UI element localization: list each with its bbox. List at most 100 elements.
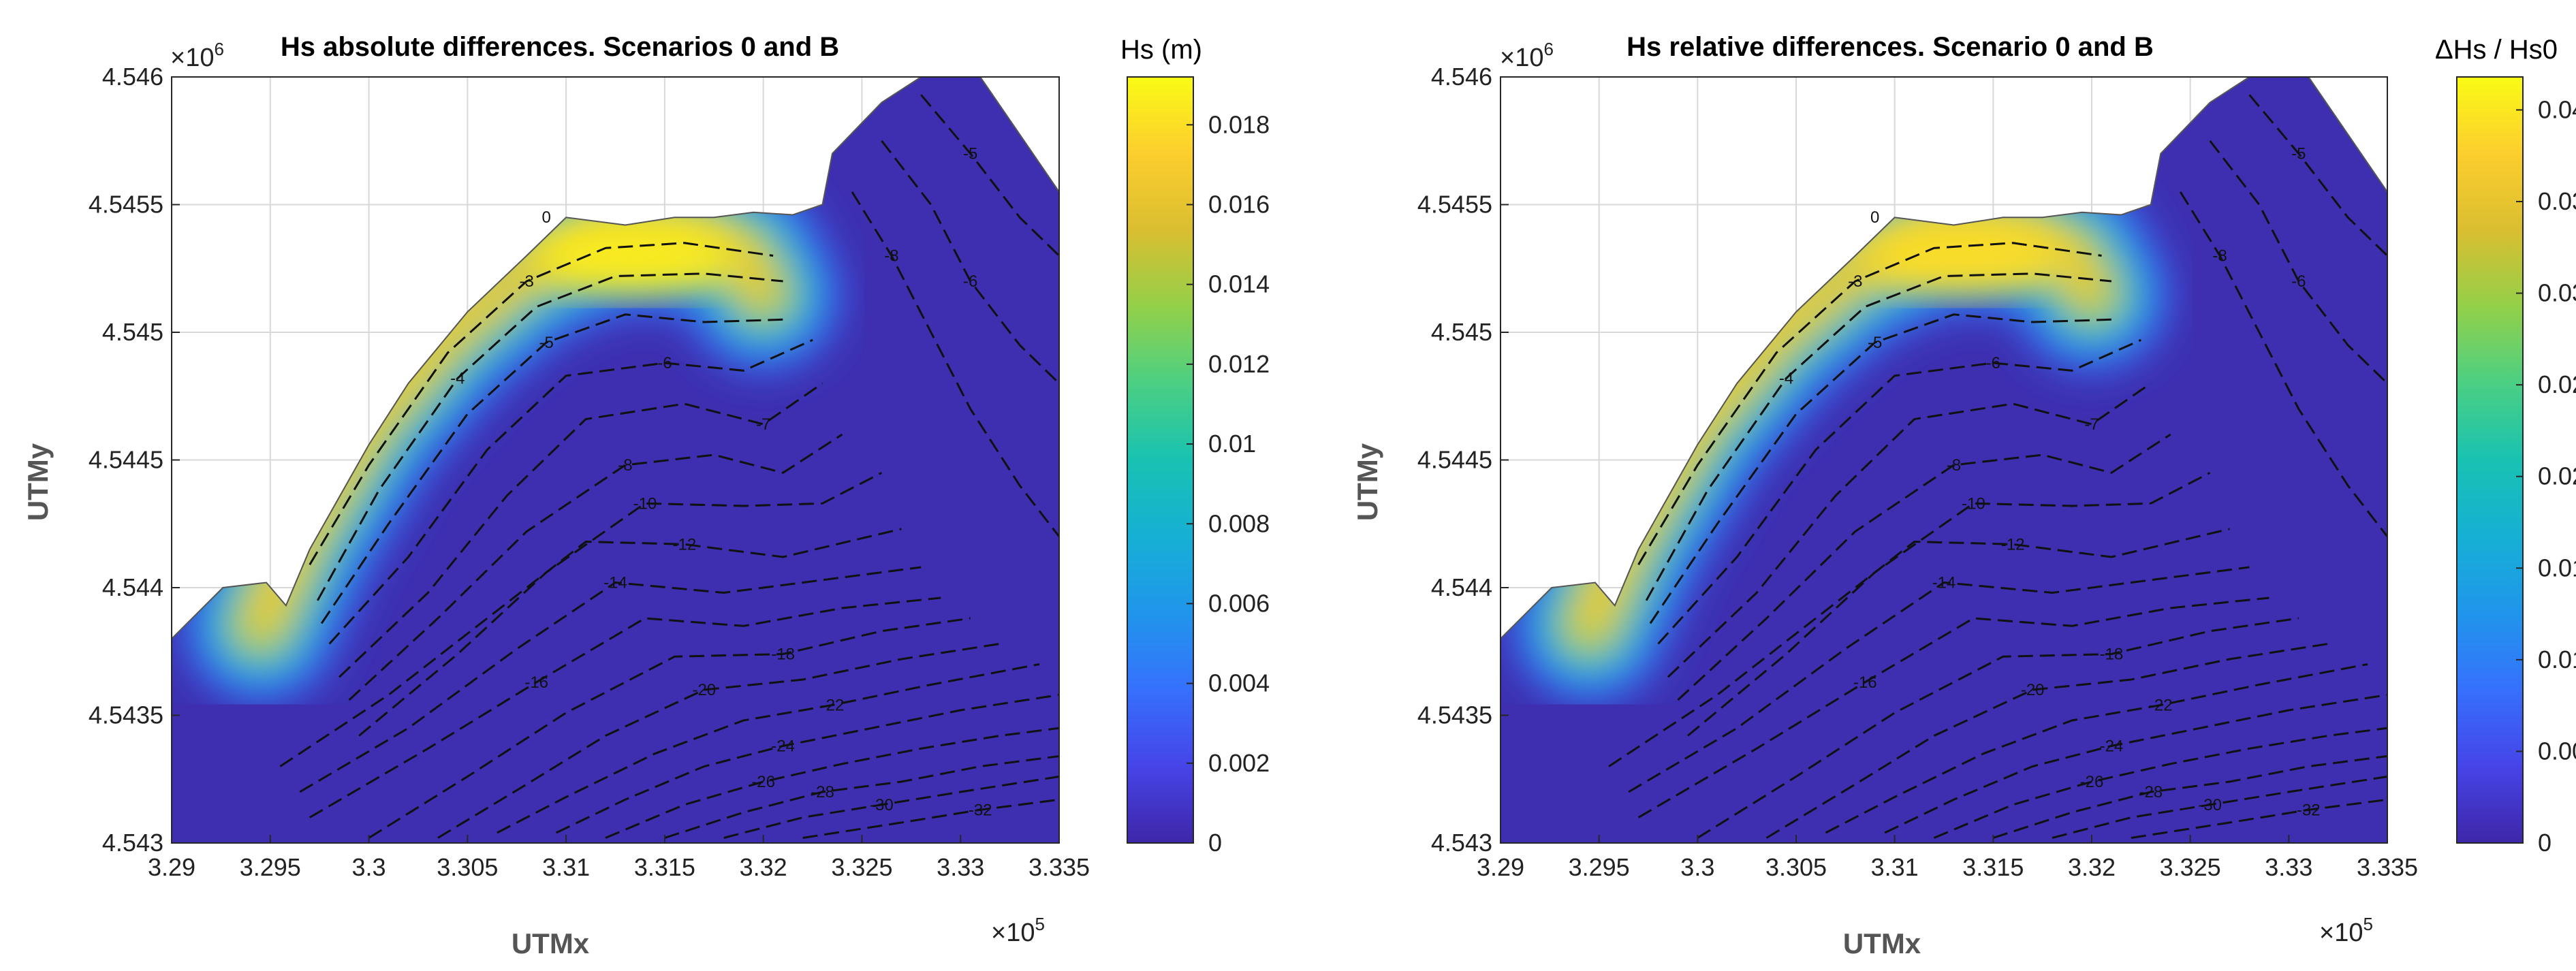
y-axis-label: UTMy [1351, 443, 1383, 521]
colorbar-tick-label: 0 [2538, 829, 2551, 857]
y-tick-label: 4.543 [1431, 829, 1492, 857]
x-axis-label: UTMx [512, 927, 590, 959]
contour-line [555, 694, 1059, 834]
contour-lines: -3-4-5-6-7-8-10-12-14-16-18-20-22-24-26-… [1608, 94, 2387, 839]
contour-label: -18 [771, 646, 795, 664]
contour-label: -12 [673, 535, 697, 554]
contour-label: -16 [524, 673, 548, 692]
contour-label: -26 [2080, 773, 2104, 791]
contour-label: -7 [756, 415, 770, 434]
contour-line [309, 596, 941, 818]
contour-label: -6 [657, 354, 672, 372]
x-axis-label: UTMx [1843, 927, 1921, 959]
contour-line [437, 643, 1001, 839]
y-tick-label: 4.5455 [89, 191, 163, 219]
y-tick-label: 4.5455 [1417, 191, 1492, 219]
x-tick-label: 3.31 [542, 853, 590, 881]
colorbar [2456, 76, 2524, 844]
x-tick-label: 3.33 [937, 853, 984, 881]
peak-value-spot [1861, 218, 2066, 293]
contour-label: -28 [2139, 783, 2163, 801]
contour-line [328, 338, 813, 645]
contour-label: -5 [2291, 145, 2306, 163]
contour-line [2131, 798, 2387, 839]
y-tick-label: 4.543 [102, 829, 163, 857]
contour-label: -6 [1986, 354, 2000, 372]
contour-label: -14 [603, 574, 627, 592]
contour-label: -8 [1947, 456, 1961, 475]
y-tick-label: 4.546 [102, 63, 163, 91]
contour-label: -6 [963, 272, 977, 291]
contour-line [2179, 191, 2387, 537]
colorbar-tick-label: 0.014 [1208, 270, 1270, 298]
contour-label: -10 [633, 494, 657, 513]
contour-label: -22 [821, 697, 845, 715]
contour-label: -32 [969, 801, 992, 819]
contour-line [2052, 776, 2387, 839]
colorbar [1127, 76, 1194, 844]
contour-line [368, 617, 971, 839]
contour-label: -3 [520, 272, 534, 291]
contour-label: -8 [2212, 247, 2227, 266]
contour-lines: -3-4-5-6-7-8-10-12-14-16-18-20-22-24-26-… [279, 94, 1059, 839]
x-tick-label: 3.32 [740, 853, 787, 881]
contour-line [1657, 338, 2141, 645]
y-tick-label: 4.5445 [89, 446, 163, 474]
x-tick-label: 3.33 [2265, 853, 2312, 881]
y-tick-label: 4.545 [102, 318, 163, 346]
x-tick-label: 3.3 [352, 853, 386, 881]
contour-label: -20 [2021, 681, 2045, 699]
contour-line [309, 242, 774, 566]
colorbar-tick-label: 0.006 [1208, 589, 1270, 617]
contour-line [1825, 663, 2368, 834]
x-tick-label: 3.29 [148, 853, 195, 881]
panel-relative-differences: Hs relative differences. Scenario 0 and … [1351, 32, 2576, 959]
x-tick-label: 3.305 [437, 853, 498, 881]
contour-label: -10 [1962, 494, 1985, 513]
x-tick-label: 3.325 [831, 853, 892, 881]
y-tick-label: 4.5435 [1417, 701, 1492, 729]
contour-line [1637, 242, 2102, 566]
contour-label: -24 [2100, 737, 2124, 756]
x-exponent-label: ×105 [991, 914, 1045, 947]
coastline [171, 76, 1060, 844]
colorbar-tick-label: 0.004 [1208, 669, 1270, 697]
x-tick-label: 3.32 [2068, 853, 2116, 881]
y-axis-label: UTMy [22, 443, 54, 521]
x-tick-label: 3.315 [1962, 853, 2024, 881]
contour-line [1649, 313, 2111, 624]
contour-line [1992, 755, 2387, 839]
contour-label: -30 [870, 796, 894, 814]
contour-label: -8 [618, 456, 632, 475]
x-tick-label: 3.335 [2357, 853, 2418, 881]
contour-label: -30 [2198, 796, 2222, 814]
contour-label: -4 [1779, 370, 1793, 388]
x-tick-label: 3.305 [1765, 853, 1827, 881]
colorbar-tick-label: 0.03 [2538, 279, 2576, 307]
contour-line [1677, 433, 2171, 701]
x-tick-label: 3.3 [1680, 853, 1714, 881]
contour-label: -6 [2291, 272, 2306, 291]
contour-line [1608, 528, 2230, 767]
contour-line [348, 433, 843, 701]
contour-line [1765, 643, 2329, 839]
x-tick-label: 3.315 [634, 853, 695, 881]
coastline [1500, 76, 2388, 844]
panel-absolute-differences: Hs absolute differences. Scenarios 0 and… [22, 32, 1270, 959]
contour-line [339, 382, 823, 678]
colorbar-tick-label: 0.018 [1208, 110, 1270, 138]
contour-line [1667, 382, 2152, 678]
x-tick-label: 3.335 [1028, 853, 1090, 881]
y-tick-label: 4.5435 [89, 701, 163, 729]
contour-line [1628, 566, 2250, 793]
contour-label: 0 [541, 208, 550, 227]
contour-line [279, 528, 902, 767]
contour-label: -12 [2001, 535, 2025, 554]
y-tick-label: 4.544 [102, 573, 163, 601]
contour-line [2248, 94, 2387, 257]
contour-line [320, 313, 783, 624]
colorbar-label: Hs (m) [1120, 35, 1202, 65]
contour-label: -20 [692, 681, 716, 699]
colorbar-tick-label: 0.035 [2538, 187, 2576, 215]
contour-line [920, 94, 1059, 257]
